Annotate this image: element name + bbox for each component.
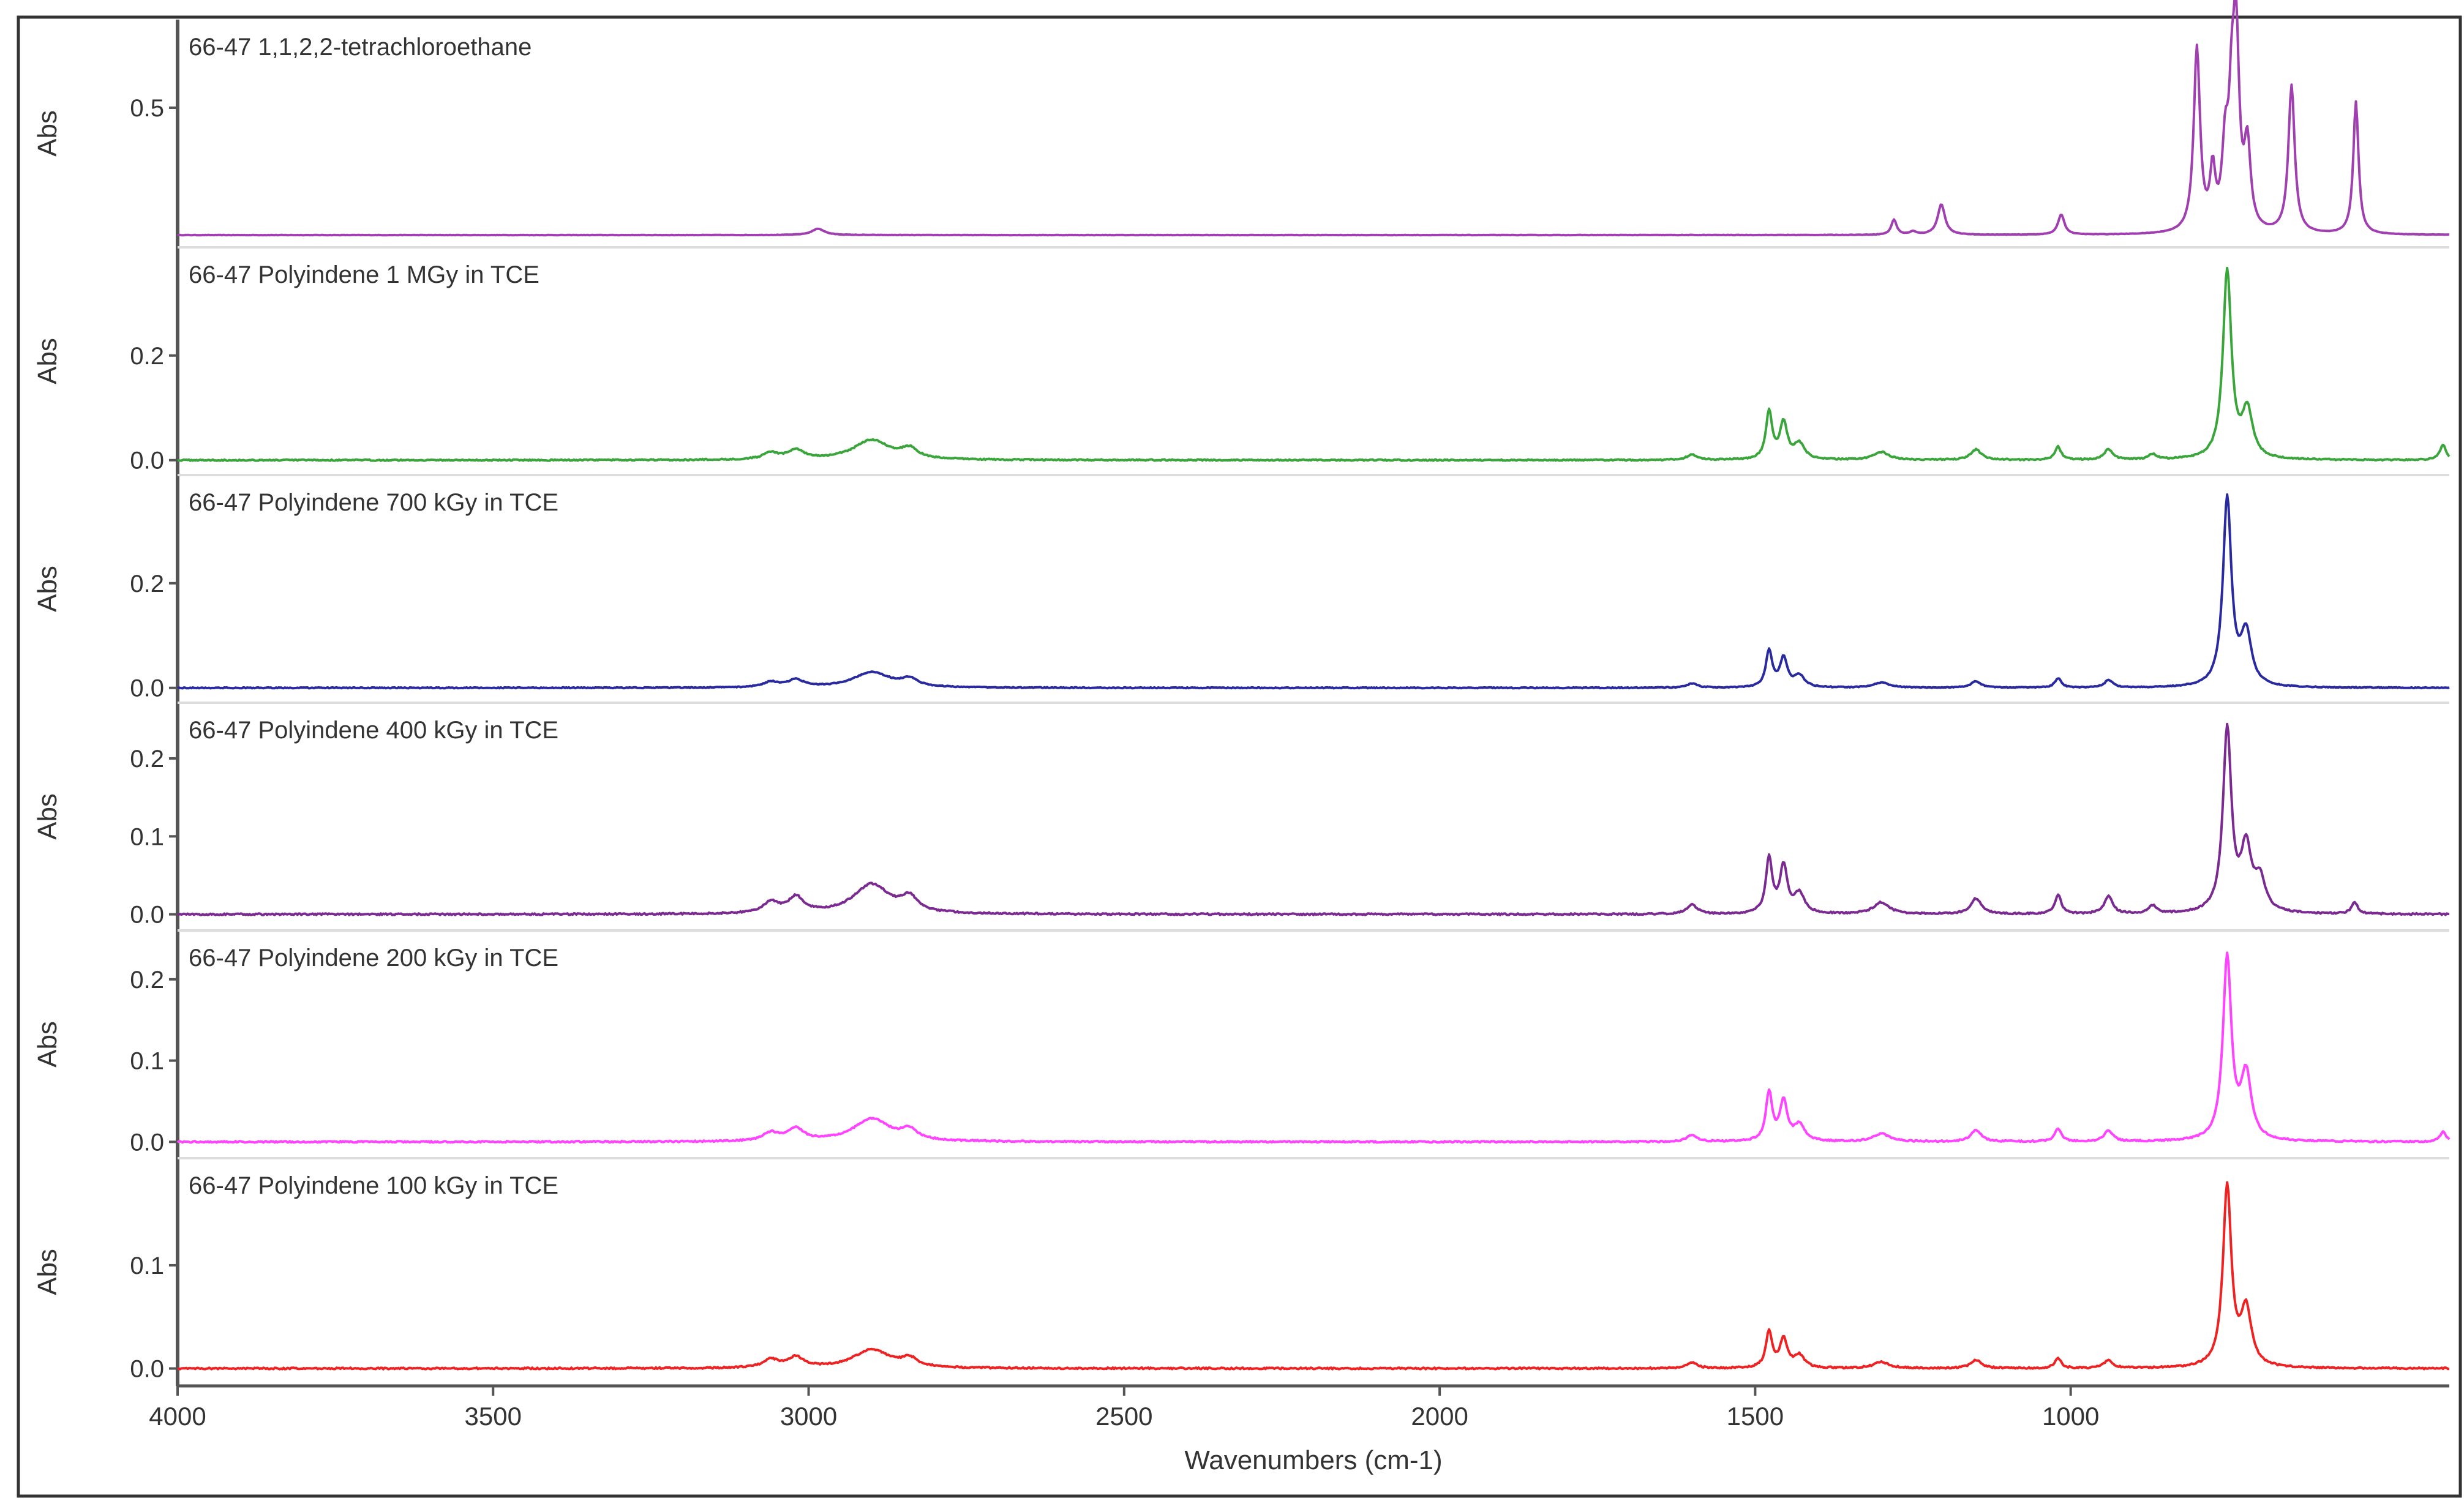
spectrum-line xyxy=(177,1181,2449,1371)
x-tick-label: 3500 xyxy=(465,1402,522,1431)
y-tick-label: 0.1 xyxy=(130,1252,164,1279)
y-axis-label: Abs xyxy=(32,110,62,157)
y-tick-label: 0.1 xyxy=(130,1048,164,1075)
spectrum-panel: 0.0 0.1 0.2 Abs 66-47 Polyindene 200 kGy in … xyxy=(32,929,2451,1156)
y-tick-label: 0.2 xyxy=(130,343,164,370)
spectrum-panel: 0.0 0.2 Abs 66-47 Polyindene 1 MGy in TCE xyxy=(32,246,2451,474)
x-axis-label: Wavenumbers (cm-1) xyxy=(1184,1445,1442,1475)
y-axis-label: Abs xyxy=(32,338,62,384)
y-tick-label: 0.2 xyxy=(130,746,164,773)
panel-title: 66-47 Polyindene 700 kGy in TCE xyxy=(189,489,558,516)
y-axis-label: Abs xyxy=(32,793,62,840)
panel-title: 66-47 Polyindene 200 kGy in TCE xyxy=(189,945,558,971)
spectrum-line xyxy=(177,0,2450,237)
x-tick-label: 4000 xyxy=(149,1402,206,1431)
figure-border xyxy=(17,15,2462,1498)
y-tick-label: 0.1 xyxy=(130,823,164,850)
panel-title: 66-47 Polyindene 1 MGy in TCE xyxy=(189,261,539,288)
y-tick-label: 0.2 xyxy=(130,967,164,994)
panel-title: 66-47 Polyindene 100 kGy in TCE xyxy=(189,1172,558,1199)
y-tick-label: 0.0 xyxy=(130,675,164,702)
x-tick-label: 2500 xyxy=(1095,1402,1152,1431)
spectrum-panel: 0.0 0.1 0.2 Abs 66-47 Polyindene 400 kGy in … xyxy=(32,702,2450,929)
spectrum-line xyxy=(177,722,2450,916)
y-axis-label: Abs xyxy=(32,566,62,612)
panel-title: 66-47 1,1,2,2-tetrachloroethane xyxy=(189,34,531,61)
x-tick-label: 1000 xyxy=(2042,1402,2099,1431)
y-tick-label: 0.0 xyxy=(130,1129,164,1156)
x-axis: 4000 3500 3000 2500 2000 1500 1000 xyxy=(149,1384,2449,1431)
spectra-panels: 0.5 Abs 66-47 1,1,2,2-tetrachloroethane 0.0… xyxy=(32,0,2451,1386)
spectrum-line xyxy=(177,266,2451,462)
y-tick-label: 0.0 xyxy=(130,1356,164,1383)
panel-title: 66-47 Polyindene 400 kGy in TCE xyxy=(189,717,558,744)
spectrum-line xyxy=(176,951,2451,1144)
y-axis-label: Abs xyxy=(32,1021,62,1068)
x-tick-label: 3000 xyxy=(780,1402,837,1431)
y-tick-label: 0.0 xyxy=(130,447,164,474)
y-axis-label: Abs xyxy=(32,1249,62,1295)
spectrum-panel: 0.5 Abs 66-47 1,1,2,2-tetrachloroethane xyxy=(32,0,2450,237)
spectrum-panel: 0.0 0.1 Abs 66-47 Polyindene 100 kGy in TCE xyxy=(32,1157,2449,1383)
spectrum-line xyxy=(177,493,2450,690)
y-tick-label: 0.2 xyxy=(130,571,164,597)
y-tick-label: 0.5 xyxy=(130,95,164,122)
x-tick-label: 1500 xyxy=(1727,1402,1784,1431)
y-tick-label: 0.0 xyxy=(130,902,164,929)
x-tick-label: 2000 xyxy=(1411,1402,1468,1431)
spectrum-panel: 0.0 0.2 Abs 66-47 Polyindene 700 kGy in TCE xyxy=(32,474,2450,702)
